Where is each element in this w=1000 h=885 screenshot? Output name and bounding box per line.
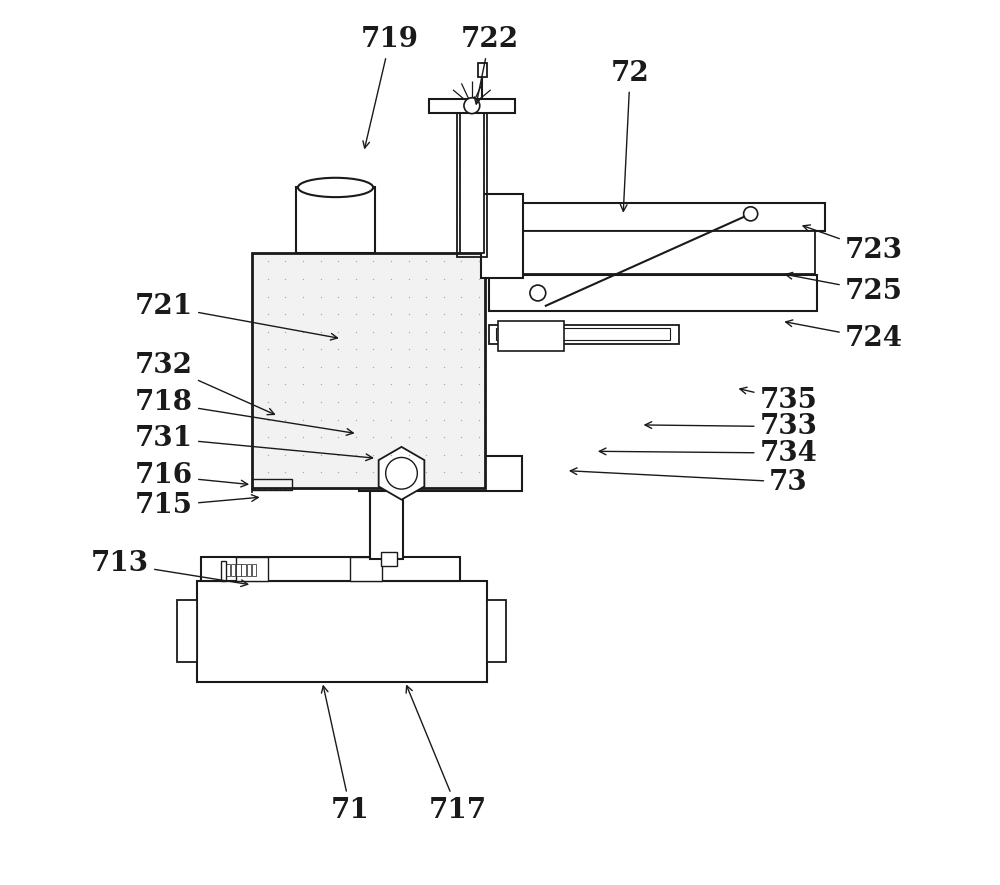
Bar: [498, 321, 564, 351]
Bar: [236, 564, 241, 576]
Text: 723: 723: [803, 225, 903, 265]
Text: 72: 72: [611, 59, 650, 212]
Text: 724: 724: [786, 319, 903, 352]
Bar: [487, 600, 506, 662]
Text: 725: 725: [786, 273, 903, 304]
Text: 715: 715: [135, 492, 258, 519]
Text: 717: 717: [406, 686, 487, 824]
Circle shape: [386, 458, 417, 489]
Text: 716: 716: [135, 463, 248, 489]
Bar: [252, 252, 485, 489]
Bar: [231, 564, 235, 576]
Polygon shape: [379, 447, 424, 500]
Ellipse shape: [298, 178, 373, 197]
Bar: [478, 63, 487, 77]
Text: 732: 732: [135, 351, 274, 415]
Text: 721: 721: [135, 293, 337, 340]
Text: 73: 73: [570, 468, 808, 496]
Bar: [226, 564, 230, 576]
Bar: [429, 98, 515, 112]
Text: 71: 71: [321, 686, 370, 824]
Text: 719: 719: [361, 27, 419, 148]
Bar: [489, 325, 679, 344]
Bar: [370, 487, 403, 558]
Text: 731: 731: [135, 425, 373, 460]
Circle shape: [744, 207, 758, 221]
Text: 734: 734: [599, 440, 817, 466]
Text: 722: 722: [460, 27, 519, 104]
Bar: [201, 557, 460, 581]
Circle shape: [464, 97, 480, 113]
Bar: [197, 581, 487, 681]
Bar: [457, 110, 487, 257]
Bar: [460, 112, 484, 252]
Bar: [177, 600, 197, 662]
Bar: [252, 480, 292, 490]
Bar: [359, 456, 522, 491]
Bar: [252, 564, 256, 576]
Bar: [485, 204, 825, 232]
Bar: [481, 195, 523, 278]
Text: 735: 735: [740, 387, 817, 414]
Bar: [489, 275, 817, 311]
Bar: [492, 232, 815, 273]
Bar: [236, 557, 268, 581]
Bar: [350, 557, 382, 581]
Bar: [381, 552, 397, 566]
Bar: [296, 188, 375, 253]
Bar: [221, 561, 226, 581]
Bar: [241, 564, 246, 576]
Text: 733: 733: [645, 413, 817, 440]
Circle shape: [530, 285, 546, 301]
Bar: [247, 564, 251, 576]
Text: 713: 713: [91, 550, 248, 587]
Bar: [496, 328, 670, 341]
Text: 718: 718: [135, 389, 353, 435]
